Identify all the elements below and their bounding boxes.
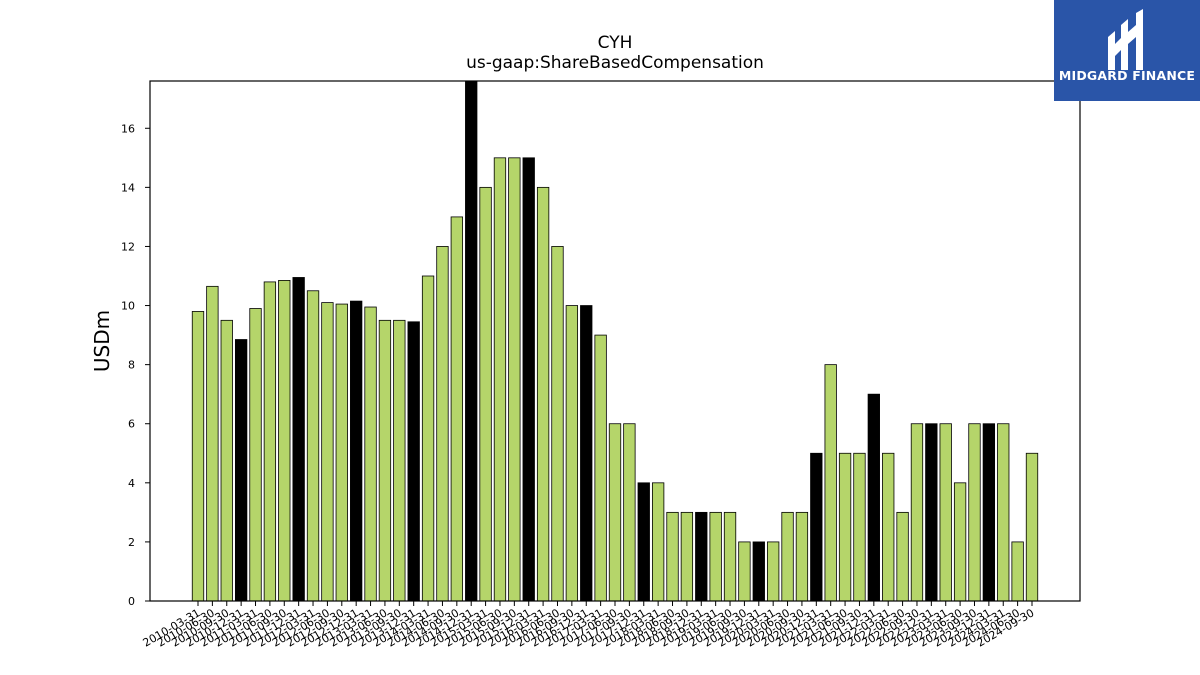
bar: [321, 302, 334, 602]
bar: [263, 281, 277, 602]
bar: [723, 511, 737, 602]
bar: [997, 423, 1010, 602]
bar: [450, 216, 463, 602]
midgard-finance-logo: MIDGARD FINANCE: [1054, 0, 1200, 101]
bar: [1011, 541, 1024, 602]
bar: [306, 290, 320, 602]
bar: [234, 339, 248, 602]
y-tick-label: 4: [128, 477, 135, 490]
bar: [982, 423, 996, 602]
bar: [522, 157, 535, 602]
bar: [335, 303, 348, 602]
bar: [695, 511, 708, 602]
bar: [407, 321, 420, 602]
y-tick-label: 2: [128, 536, 135, 549]
y-tick-label: 8: [128, 359, 135, 372]
bar: [680, 511, 694, 602]
chart-title: CYH: [597, 33, 633, 53]
y-tick-label: 0: [128, 595, 135, 608]
bar: [738, 541, 751, 602]
bar: [536, 186, 550, 602]
bar: [953, 482, 967, 602]
bar: [206, 285, 219, 602]
bar: [838, 452, 852, 602]
bar: [709, 511, 722, 602]
y-tick-label: 16: [121, 122, 135, 135]
y-axis-label: USDm: [90, 310, 114, 372]
bar: [939, 423, 952, 602]
y-tick-label: 12: [121, 240, 135, 253]
bar: [824, 364, 837, 602]
bar: [378, 319, 392, 602]
bar: [364, 306, 377, 602]
bar: [465, 80, 478, 602]
bar: [350, 300, 363, 602]
y-tick-label: 10: [121, 300, 135, 313]
bar: [249, 308, 262, 602]
bar: [925, 423, 938, 602]
bar: [608, 423, 622, 602]
bar: [767, 541, 780, 602]
logo-text: MIDGARD FINANCE: [1058, 68, 1196, 83]
bar: [853, 452, 866, 602]
bar: [479, 186, 492, 602]
bar: [393, 319, 406, 602]
bar: [436, 246, 449, 602]
bar: [752, 541, 765, 602]
bar: [278, 280, 291, 602]
bar: [191, 311, 205, 602]
bar: [968, 423, 981, 602]
bar: [896, 511, 909, 602]
bar: [421, 275, 435, 602]
bar: [867, 393, 880, 602]
bar: [666, 511, 679, 602]
bar: [882, 452, 895, 602]
bar: [292, 277, 305, 602]
y-tick-label: 6: [128, 418, 135, 431]
bar: [651, 482, 665, 602]
bar: [594, 334, 607, 602]
bar: [220, 319, 233, 602]
bar: [551, 246, 564, 602]
chart-subtitle: us-gaap:ShareBasedCompensation: [466, 53, 764, 73]
bar: [637, 482, 650, 602]
bar: [493, 157, 507, 602]
bar: [1025, 452, 1039, 602]
bar: [580, 305, 593, 602]
bar: [623, 423, 636, 602]
bar: [910, 423, 924, 602]
bar: [810, 452, 823, 602]
y-tick-label: 14: [121, 181, 135, 194]
bar: [508, 157, 521, 602]
bar: [781, 511, 794, 602]
midgard-logo-icon: [1108, 9, 1143, 70]
bar: [795, 511, 809, 602]
bar: [565, 305, 579, 602]
